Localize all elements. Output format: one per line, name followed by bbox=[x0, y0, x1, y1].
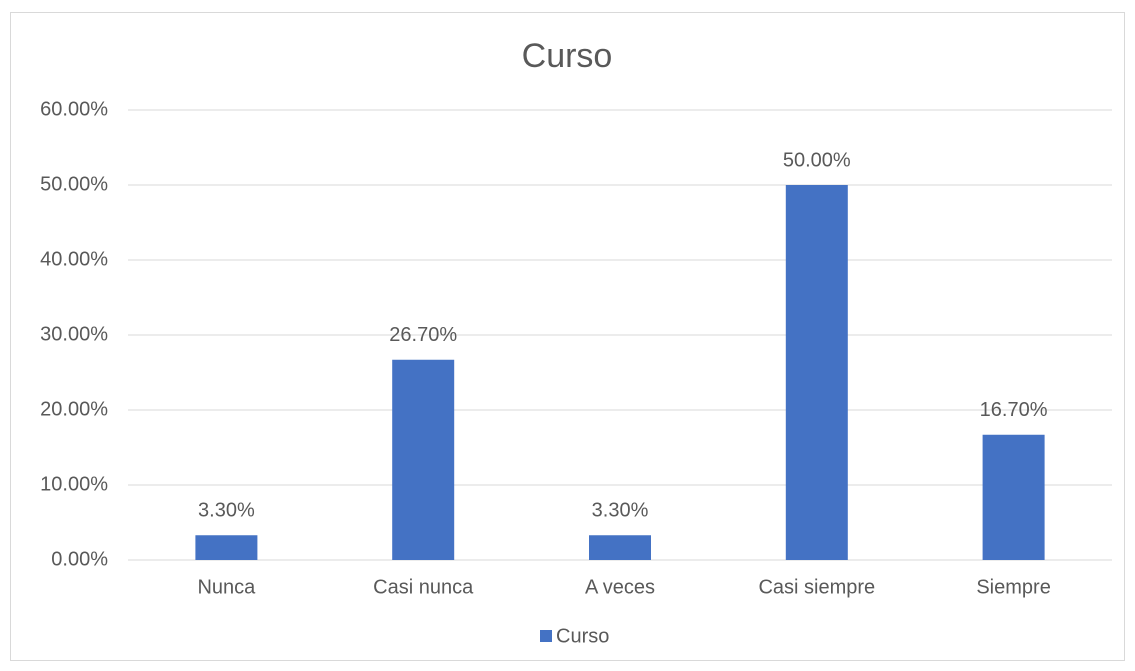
data-label: 26.70% bbox=[389, 324, 457, 346]
bar bbox=[195, 535, 258, 560]
bar bbox=[589, 535, 651, 560]
bar bbox=[982, 434, 1045, 560]
bar bbox=[392, 359, 455, 560]
x-tick-label: Nunca bbox=[197, 576, 256, 598]
y-tick-label: 30.00% bbox=[40, 323, 108, 345]
chart-title: Curso bbox=[522, 37, 613, 75]
y-tick-label: 0.00% bbox=[51, 548, 108, 570]
y-tick-label: 20.00% bbox=[40, 398, 108, 420]
data-label: 16.70% bbox=[980, 399, 1048, 421]
y-tick-label: 40.00% bbox=[40, 248, 108, 270]
legend-label: Curso bbox=[556, 625, 609, 647]
x-tick-label: Casi siempre bbox=[758, 576, 875, 598]
data-label: 3.30% bbox=[592, 500, 649, 522]
x-tick-label: Casi nunca bbox=[373, 576, 474, 598]
y-tick-label: 10.00% bbox=[40, 473, 108, 495]
data-label: 3.30% bbox=[198, 500, 255, 522]
x-tick-label: A veces bbox=[585, 576, 655, 598]
y-tick-label: 60.00% bbox=[40, 98, 108, 120]
legend-swatch bbox=[540, 630, 552, 642]
bar bbox=[785, 185, 848, 560]
data-label: 50.00% bbox=[783, 149, 851, 171]
y-tick-label: 50.00% bbox=[40, 173, 108, 195]
x-tick-label: Siempre bbox=[976, 576, 1050, 598]
